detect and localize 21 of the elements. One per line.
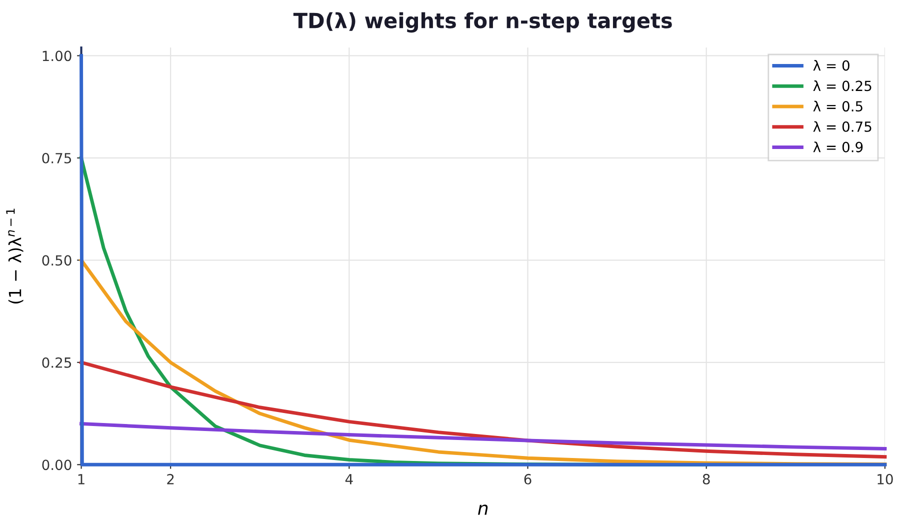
y-tick-label: 0.50 [42, 255, 72, 266]
line-series [80, 360, 887, 459]
y-tick-label: 1.00 [42, 50, 72, 62]
legend-label: λ = 0.75 [813, 121, 872, 132]
y-tick-label: 0.00 [42, 460, 72, 470]
legend-label: λ = 0 [813, 60, 850, 71]
y-tick-label: 0.25 [42, 357, 72, 368]
x-tick-label: 10 [878, 474, 893, 484]
x-tick-label: 8 [702, 474, 710, 484]
legend-label: λ = 0.25 [813, 80, 872, 92]
x-tick-label: 4 [345, 474, 353, 484]
legend-label: λ = 0.9 [813, 142, 863, 152]
legend-label: λ = 0.5 [813, 100, 862, 112]
chart-title: TD(λ) weights for n-step targets [293, 12, 672, 33]
line-series [80, 422, 887, 450]
x-tick-label: 6 [524, 474, 532, 484]
x-tick-label: 1 [78, 474, 84, 484]
x-tick-label: 2 [167, 474, 174, 484]
y-axis-title: (1 − λ)λ$^{n−1}$ [6, 208, 24, 304]
x-axis-title: n [478, 504, 488, 515]
y-tick-label: 0.75 [42, 152, 72, 164]
